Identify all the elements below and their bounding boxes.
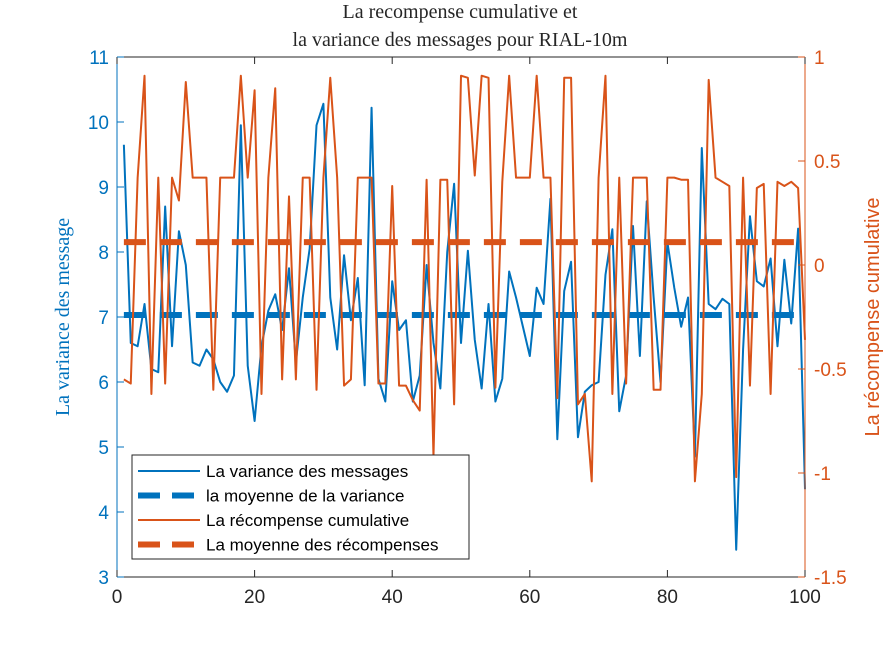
legend-label-2: La récompense cumulative (206, 511, 409, 530)
x-tick-label: 40 (382, 587, 403, 608)
y-right-tick-label: -1.5 (814, 568, 847, 589)
y-right-tick-label: 1 (814, 48, 825, 69)
y-left-tick-label: 6 (98, 373, 109, 394)
legend: La variance des messages la moyenne de la… (131, 454, 470, 560)
y-left-tick-label: 9 (98, 178, 109, 199)
y-axis-right-label: La récompense cumulative (862, 197, 884, 436)
y-left-tick-label: 7 (98, 308, 109, 329)
chart-title-line2: la variance des messages pour RIAL-10m (293, 29, 628, 51)
plot-area (122, 74, 806, 551)
y-right-tick-label: 0 (814, 256, 825, 277)
y-left-tick-label: 5 (98, 438, 109, 459)
legend-label-3: La moyenne des récompenses (206, 536, 438, 555)
chart-title-line1: La recompense cumulative et (343, 1, 578, 23)
x-tick-label: 60 (519, 587, 540, 608)
axes: 0 20 40 60 80 100 3 4 5 6 7 8 9 10 11 -1.5 -1 -0.5 0 0.5 1 (88, 48, 847, 608)
x-tick-label: 0 (112, 587, 123, 608)
y-right-tick-label: 0.5 (814, 152, 840, 173)
y-left-tick-label: 11 (89, 48, 109, 69)
legend-label-1: la moyenne de la variance (206, 487, 404, 506)
x-tick-label: 80 (657, 587, 678, 608)
y-left-tick-label: 3 (98, 568, 109, 589)
series-line-0 (122, 102, 806, 551)
y-right-tick-label: -1 (814, 464, 831, 485)
y-left-tick-label: 4 (98, 503, 109, 524)
y-left-tick-label: 10 (88, 113, 109, 134)
x-tick-label: 100 (789, 587, 821, 608)
y-axis-left-label: La variance des message (52, 218, 74, 416)
series-line-2 (123, 74, 806, 483)
x-tick-label: 20 (244, 587, 265, 608)
y-right-tick-label: -0.5 (814, 360, 847, 381)
legend-label-0: La variance des messages (206, 462, 408, 481)
y-left-tick-label: 8 (98, 243, 109, 264)
